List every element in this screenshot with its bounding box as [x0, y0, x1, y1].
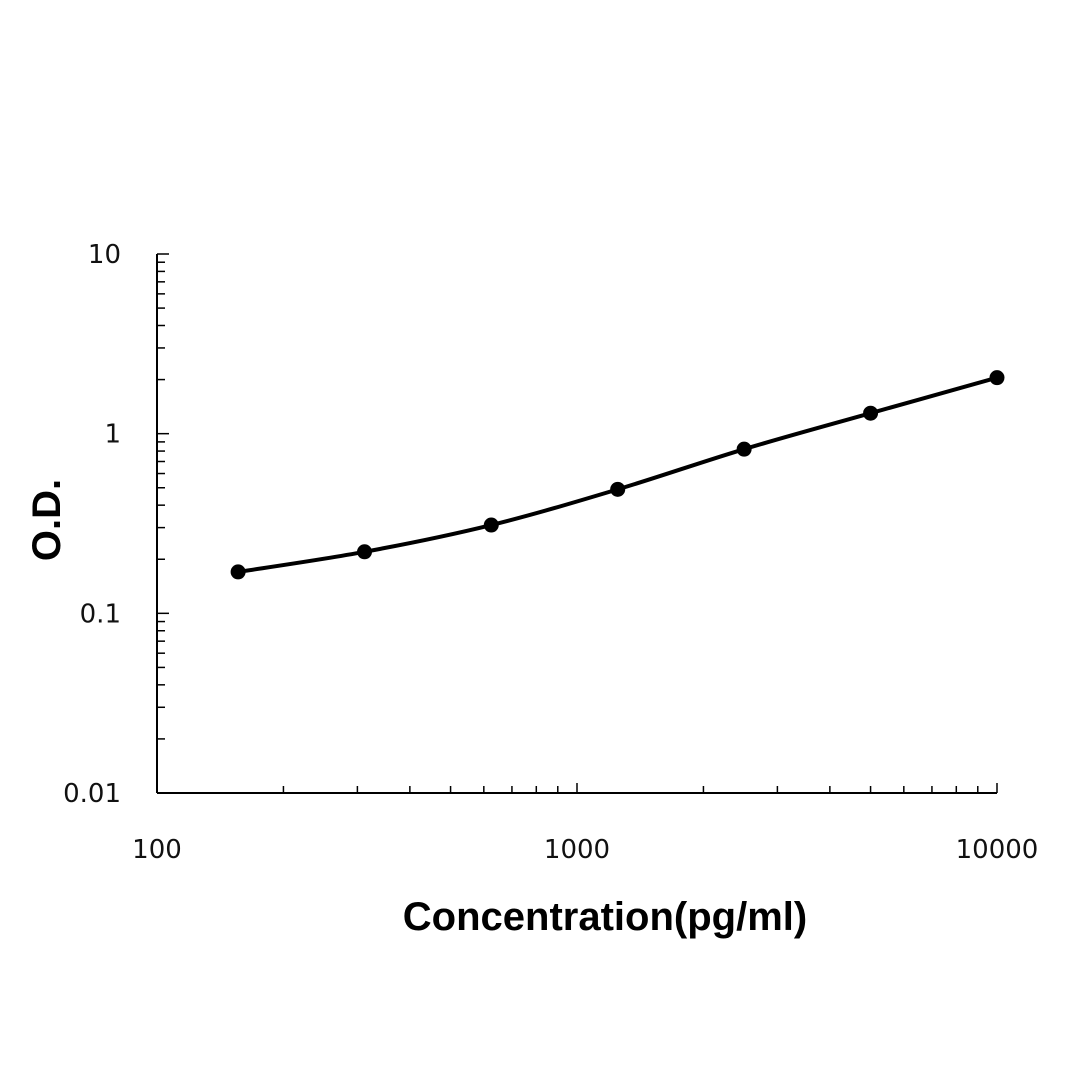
x-tick-label-0: 100 — [132, 835, 182, 865]
x-tick-label-1: 1000 — [544, 835, 610, 865]
data-point-6 — [989, 370, 1005, 386]
y-tick-label-0: 0.01 — [63, 779, 121, 809]
data-point-2 — [483, 517, 499, 533]
y-tick-label-3: 10 — [88, 240, 121, 270]
y-axis-tick-labels: 0.01 0.1 1 10 — [63, 240, 121, 809]
series-points — [230, 370, 1005, 580]
data-point-1 — [357, 544, 373, 560]
x-axis-title: Concentration(pg/ml) — [403, 895, 807, 939]
y-tick-label-1: 0.1 — [80, 599, 121, 629]
series-line — [236, 375, 999, 574]
x-axis-minor-ticks — [282, 786, 979, 793]
data-point-4 — [736, 441, 752, 457]
data-point-5 — [863, 405, 879, 421]
x-axis-tick-labels: 100 1000 10000 — [132, 835, 1038, 865]
data-point-0 — [230, 564, 246, 580]
y-tick-label-2: 1 — [104, 420, 121, 450]
y-axis-major-ticks — [157, 253, 169, 794]
y-axis-minor-ticks — [157, 261, 165, 740]
y-axis-title: O.D. — [25, 479, 69, 561]
data-point-3 — [610, 481, 626, 497]
x-tick-label-2: 10000 — [956, 835, 1039, 865]
